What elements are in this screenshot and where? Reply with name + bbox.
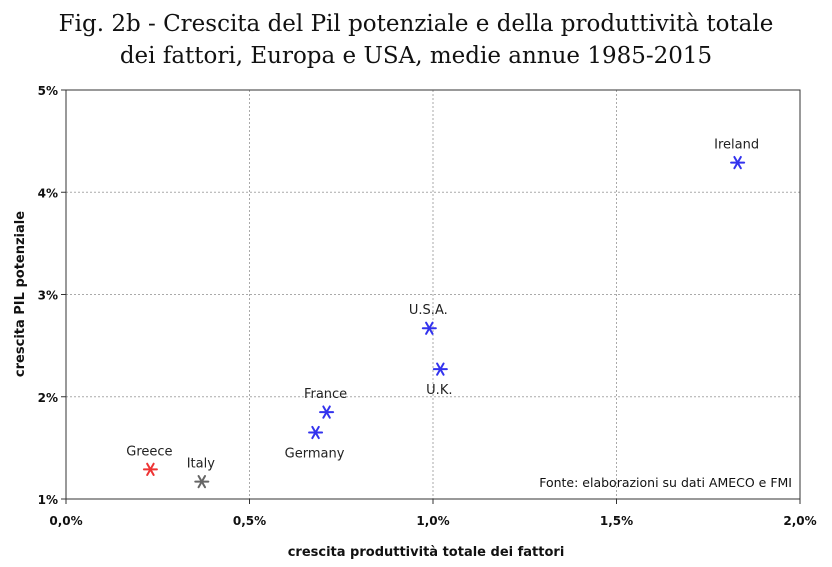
y-tick-label: 3% — [38, 289, 58, 303]
y-tick-label: 2% — [38, 391, 58, 405]
x-tick-label: 0,5% — [233, 514, 266, 528]
data-point-greece: Greece — [126, 444, 173, 476]
x-axis-title: crescita produttività totale dei fattori — [288, 545, 565, 560]
x-tick-label: 2,0% — [783, 514, 816, 528]
x-tick-label: 1,0% — [416, 514, 449, 528]
point-label: Germany — [285, 447, 345, 462]
chart-title: Fig. 2b - Crescita del Pil potenziale e … — [0, 8, 832, 72]
data-points: Ireland U.S.A. U.K. France Germany Greece Ital… — [126, 138, 759, 489]
point-label: France — [304, 387, 347, 402]
y-axis-title: crescita PIL potenziale — [13, 211, 28, 377]
data-point-ireland: Ireland — [714, 138, 759, 170]
chart-title-line-1: Fig. 2b - Crescita del Pil potenziale e … — [58, 11, 774, 37]
asterisk-stroke — [425, 321, 434, 335]
point-label: Greece — [126, 444, 172, 459]
asterisk-stroke — [146, 462, 155, 476]
data-point-italy: Italy — [187, 457, 216, 489]
source-note: Fonte: elaborazioni su dati AMECO e FMI — [539, 475, 792, 490]
chart-title-line-2: dei fattori, Europa e USA, medie annue 1… — [119, 43, 713, 69]
y-tick-label: 1% — [38, 493, 58, 507]
data-point-france: France — [304, 387, 347, 419]
point-label: Ireland — [714, 138, 759, 153]
data-point-u-s-a: U.S.A. — [409, 303, 448, 335]
asterisk-stroke — [322, 405, 331, 419]
asterisk-stroke — [733, 155, 742, 170]
x-tick-label: 1,5% — [600, 514, 633, 528]
data-point-germany: Germany — [285, 425, 345, 462]
y-tick-label: 4% — [38, 186, 58, 200]
asterisk-stroke — [197, 474, 207, 489]
data-point-u-k: U.K. — [426, 362, 452, 398]
grid-lines — [66, 90, 800, 499]
asterisk-stroke — [311, 425, 320, 440]
axis-ticks: 0,0% 0,5% 1,0% 1,5% 2,0% 1% 2% 3% 4% 5% — [38, 84, 817, 528]
point-label: U.K. — [426, 383, 452, 398]
x-tick-label: 0,0% — [49, 514, 82, 528]
y-tick-label: 5% — [38, 84, 58, 98]
point-label: Italy — [187, 457, 216, 472]
asterisk-stroke — [436, 362, 445, 376]
point-label: U.S.A. — [409, 303, 448, 318]
